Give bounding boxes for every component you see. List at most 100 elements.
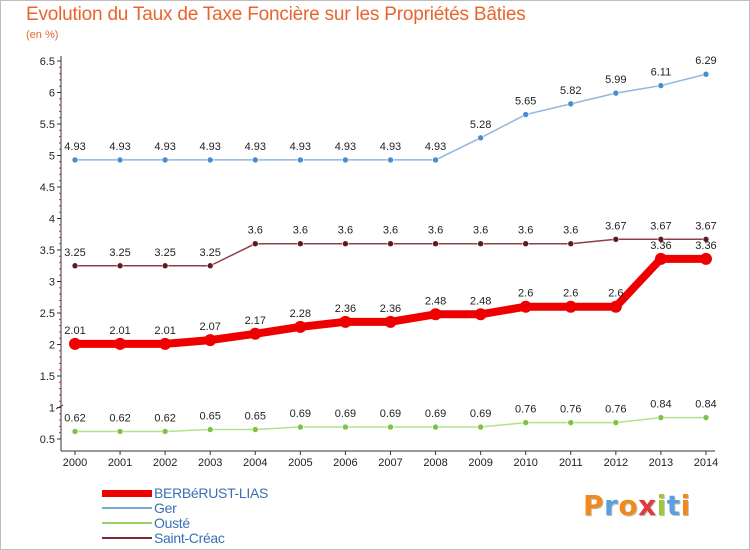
data-point-berberust-lias [159, 337, 172, 350]
line-chart: 0.5 1 1.5 2 2.5 3 3.5 4 4.5 5 5.5 6 6.5 2000 2001 2002 2… [40, 55, 719, 469]
y-tick-label: 2 [49, 340, 55, 352]
data-point-berberust-lias [294, 320, 307, 333]
data-label-berberust-lias: 2.6 [563, 288, 578, 300]
x-tick-label: 2003 [198, 457, 222, 469]
y-tick-label: 4 [49, 214, 55, 226]
data-point-berberust-lias [654, 252, 667, 265]
logo-letter: r [604, 489, 619, 522]
legend-swatch [102, 522, 152, 524]
data-point-saint-creac [522, 240, 530, 247]
data-point-ouste [342, 423, 349, 431]
data-point-berberust-lias [609, 300, 622, 313]
legend-label: BERBéRUST-LIAS [154, 485, 269, 501]
data-label-berberust-lias: 2.48 [425, 295, 446, 307]
data-label-ger: 4.93 [199, 141, 220, 153]
y-tick-label: 1.5 [40, 371, 55, 383]
data-label-saint-creac: 3.25 [64, 247, 85, 259]
data-label-saint-creac: 3.6 [518, 225, 533, 237]
data-point-ouste [702, 414, 710, 421]
x-tick-label: 2010 [513, 457, 537, 469]
data-label-ouste: 0.69 [290, 408, 311, 420]
x-tick-label: 2011 [559, 457, 583, 469]
data-label-saint-creac: 3.6 [383, 225, 398, 237]
data-label-berberust-lias: 2.01 [64, 325, 85, 337]
data-point-berberust-lias [114, 337, 127, 350]
y-tick-label: 5 [49, 151, 55, 163]
data-point-ger [71, 156, 79, 164]
data-label-ger: 4.93 [64, 141, 85, 153]
data-point-berberust-lias [429, 308, 442, 321]
data-point-ouste [432, 423, 439, 431]
data-point-ger [297, 156, 304, 164]
data-point-saint-creac [612, 235, 620, 243]
data-point-ger [116, 156, 124, 164]
x-tick-label: 2002 [153, 457, 177, 469]
data-point-berberust-lias [339, 315, 352, 328]
data-label-ouste: 0.76 [605, 404, 626, 416]
data-point-berberust-lias [249, 327, 262, 340]
data-label-ouste: 0.69 [425, 408, 446, 420]
data-label-saint-creac: 3.6 [563, 225, 578, 237]
x-tick-label: 2001 [108, 457, 132, 469]
data-label-berberust-lias: 2.48 [470, 295, 491, 307]
y-tick-label: 5.5 [40, 119, 55, 131]
data-label-ger: 4.93 [425, 141, 446, 153]
data-label-saint-creac: 3.67 [605, 220, 626, 232]
data-point-ouste [251, 426, 259, 433]
axis-break-mark [55, 404, 64, 410]
legend-swatch [102, 489, 152, 497]
data-label-berberust-lias: 2.01 [154, 325, 175, 337]
y-tick-label: 4.5 [40, 182, 55, 194]
data-point-ouste [522, 419, 530, 426]
data-label-berberust-lias: 2.36 [335, 303, 356, 315]
data-label-ger: 6.29 [695, 55, 716, 67]
data-label-berberust-lias: 2.17 [245, 315, 266, 327]
data-point-ger [387, 156, 394, 164]
chart-title: Evolution du Taux de Taxe Foncière sur l… [26, 4, 526, 25]
data-point-saint-creac [161, 262, 169, 270]
data-point-ouste [161, 428, 169, 435]
data-label-saint-creac: 3.25 [154, 247, 175, 259]
data-point-ouste [71, 428, 79, 435]
legend-swatch [102, 507, 152, 509]
data-label-ouste: 0.84 [695, 399, 716, 411]
data-point-ger [251, 156, 259, 164]
y-tick-label: 6 [49, 88, 55, 100]
data-point-ger [657, 82, 665, 89]
data-label-ger: 5.82 [560, 85, 581, 97]
data-point-saint-creac [477, 240, 484, 247]
legend-label: Ousté [154, 515, 190, 531]
data-label-ouste: 0.69 [380, 408, 401, 420]
x-tick-label: 2000 [63, 457, 87, 469]
y-tick-label: 2.5 [40, 308, 55, 320]
logo-letter: x [638, 489, 657, 522]
logo-letter: i [656, 489, 667, 522]
x-tick-label: 2013 [649, 457, 673, 469]
data-label-berberust-lias: 2.28 [290, 308, 311, 320]
x-tick-label: 2005 [288, 457, 312, 469]
data-label-ouste: 0.84 [650, 399, 671, 411]
data-point-ger [702, 70, 710, 78]
data-point-ger [432, 156, 439, 164]
data-point-saint-creac [251, 240, 259, 247]
data-label-saint-creac: 3.67 [650, 220, 671, 232]
data-label-saint-creac: 3.6 [428, 225, 443, 237]
data-point-ouste [657, 414, 665, 421]
data-label-saint-creac: 3.25 [199, 247, 220, 259]
data-point-saint-creac [342, 240, 349, 247]
y-tick-label: 3 [49, 277, 55, 289]
data-point-ouste [206, 426, 214, 433]
data-label-ouste: 0.76 [560, 404, 581, 416]
y-tick-label: 1 [49, 403, 55, 415]
data-point-ger [567, 100, 575, 108]
data-point-ouste [116, 428, 124, 435]
data-point-ger [206, 156, 214, 164]
proxiti-logo: Proxiti [583, 489, 691, 522]
legend-label: Saint-Créac [154, 530, 225, 546]
chart-unit-label: (en %) [26, 29, 59, 41]
data-label-berberust-lias: 2.01 [109, 325, 130, 337]
data-label-ger: 5.65 [515, 96, 536, 108]
logo-letter: i [680, 489, 691, 522]
data-point-saint-creac [116, 262, 124, 270]
data-point-saint-creac [657, 235, 665, 243]
